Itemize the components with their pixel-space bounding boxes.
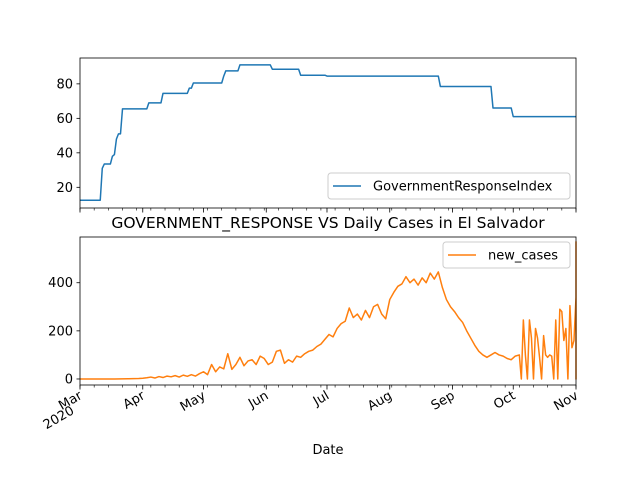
x-tick-label: Aug [365, 388, 394, 414]
top-panel-frame [79, 57, 577, 209]
top-legend-box [327, 172, 571, 200]
x-tick-label: Sep [429, 388, 458, 413]
chart-title: GOVERNMENT_RESPONSE VS Daily Cases in El… [111, 214, 545, 233]
top-y-tick-label: 40 [56, 146, 73, 161]
new-cases-line [80, 241, 577, 380]
top-legend: GovernmentResponseIndex [327, 172, 571, 200]
top-y-tick-label: 80 [56, 77, 73, 92]
bottom-panel-ticks: 0 200 400 [48, 276, 80, 387]
top-y-tick-label: 20 [56, 181, 73, 196]
bottom-y-tick-label: 200 [48, 324, 73, 339]
x-tick-label: Jun [245, 388, 271, 412]
x-tick-label: May [178, 388, 209, 415]
government-response-line [80, 64, 576, 201]
bottom-legend: new_cases [442, 241, 571, 269]
x-axis-label: Date [312, 443, 343, 458]
x-tick-label: Nov [552, 388, 582, 414]
x-tick-label: Jul [310, 388, 332, 409]
bottom-y-tick-label: 0 [65, 372, 73, 387]
x-tick-label: Apr [121, 388, 149, 413]
x-tick-label: Oct [491, 388, 518, 412]
bottom-legend-box [442, 241, 571, 269]
bottom-panel-frame [79, 236, 577, 386]
bottom-legend-label: new_cases [488, 249, 558, 264]
top-y-tick-label: 60 [56, 112, 73, 127]
top-legend-label: GovernmentResponseIndex [373, 180, 553, 195]
bottom-y-tick-label: 400 [48, 276, 73, 291]
x-tick-sublabel: 2020 [41, 403, 77, 433]
top-panel-ticks: 20 40 60 80 [56, 77, 80, 196]
